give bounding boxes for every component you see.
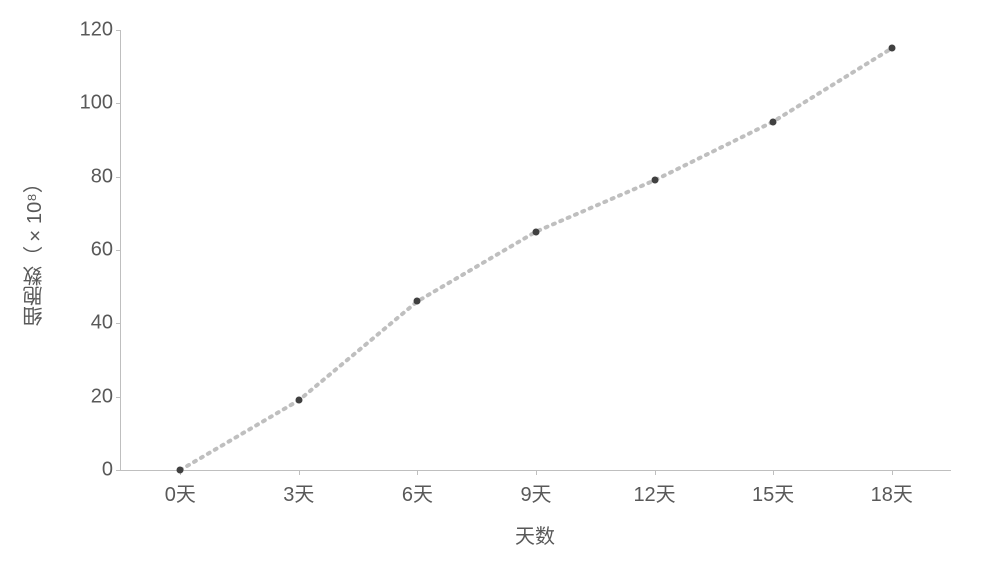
y-tick-mark: [116, 177, 121, 178]
y-tick-label: 100: [80, 92, 121, 115]
x-tick-mark: [892, 470, 893, 475]
data-point: [295, 397, 302, 404]
y-axis-label: 细胞数（×10⁸）: [20, 30, 49, 470]
x-axis-label: 天数: [120, 520, 950, 549]
data-point: [533, 228, 540, 235]
x-tick-mark: [773, 470, 774, 475]
y-tick-mark: [116, 250, 121, 251]
x-tick-mark: [299, 470, 300, 475]
data-point: [414, 298, 421, 305]
x-tick-label: 3天: [283, 470, 314, 507]
y-tick-mark: [116, 30, 121, 31]
data-point: [177, 467, 184, 474]
x-tick-label: 12天: [633, 470, 675, 507]
y-tick-label: 120: [80, 19, 121, 42]
y-tick-mark: [116, 397, 121, 398]
data-point: [770, 118, 777, 125]
chart-container: 细胞数（×10⁸） 天数 0204060801001200天3天6天9天12天1…: [0, 0, 1000, 573]
x-tick-mark: [417, 470, 418, 475]
x-tick-mark: [655, 470, 656, 475]
x-tick-label: 0天: [165, 470, 196, 507]
x-tick-label: 15天: [752, 470, 794, 507]
data-point: [888, 45, 895, 52]
y-tick-mark: [116, 103, 121, 104]
x-tick-label: 6天: [402, 470, 433, 507]
data-point: [651, 177, 658, 184]
plot-area: 0204060801001200天3天6天9天12天15天18天: [120, 30, 951, 471]
y-tick-mark: [116, 323, 121, 324]
series-line: [121, 30, 951, 470]
x-tick-mark: [536, 470, 537, 475]
y-tick-mark: [116, 470, 121, 471]
x-tick-label: 18天: [871, 470, 913, 507]
x-tick-label: 9天: [520, 470, 551, 507]
